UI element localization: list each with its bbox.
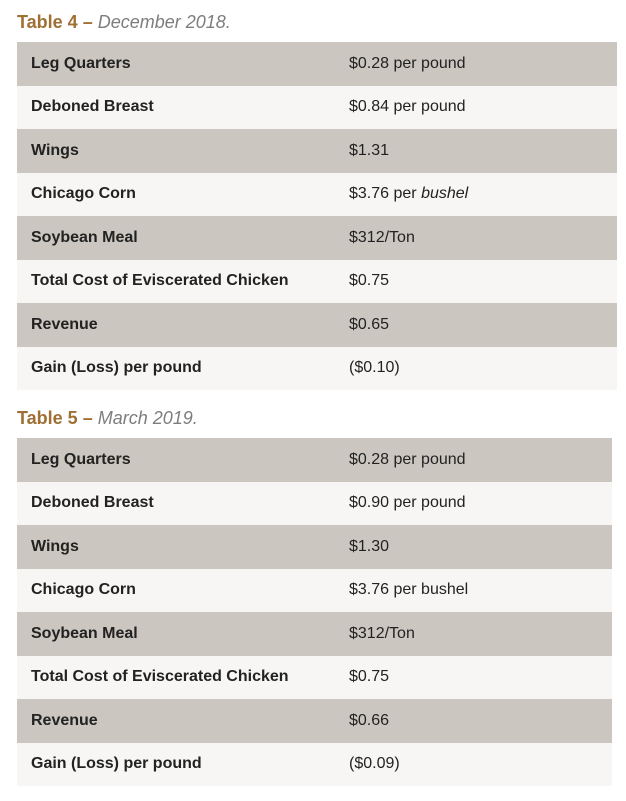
- table-row: Total Cost of Eviscerated Chicken $0.75: [17, 259, 617, 303]
- table-row: Wings $1.31: [17, 129, 617, 173]
- row-value: ($0.09): [349, 755, 400, 773]
- table-5-date: March 2019.: [97, 408, 198, 428]
- row-item: Deboned Breast: [31, 494, 154, 512]
- row-value: $1.30: [349, 537, 390, 555]
- table-row: Leg Quarters $0.28 per pound: [17, 42, 617, 86]
- table-row: Gain (Loss) per pound ($0.10): [17, 346, 617, 390]
- table-row: Gain (Loss) per pound ($0.09): [17, 742, 612, 786]
- row-value: $0.28 per pound: [349, 450, 466, 468]
- table-row: Chicago Corn $3.76 per bushel: [17, 568, 612, 612]
- table-5-dash: –: [77, 408, 98, 428]
- table-4-label: Table 4: [17, 12, 78, 32]
- table-row: Soybean Meal $312/Ton: [17, 216, 617, 260]
- table-row: Revenue $0.66: [17, 699, 612, 743]
- row-item: Gain (Loss) per pound: [31, 755, 202, 773]
- row-value: $0.66: [349, 711, 390, 729]
- table-row: Wings $1.30: [17, 525, 612, 569]
- row-value: ($0.10): [349, 359, 400, 377]
- row-value: $0.75: [349, 272, 390, 290]
- table-4-title: Table 4 – December 2018.: [17, 11, 231, 33]
- row-value: $0.90 per pound: [349, 494, 466, 512]
- row-item: Deboned Breast: [31, 98, 154, 116]
- row-value: $3.76 per bushel: [349, 185, 617, 203]
- row-item: Total Cost of Eviscerated Chicken: [31, 668, 289, 686]
- table-4: Leg Quarters $0.28 per pound Deboned Bre…: [17, 42, 617, 390]
- table-row: Chicago Corn $3.76 per bushel: [17, 172, 617, 216]
- row-value: $0.65: [349, 315, 390, 333]
- row-item: Leg Quarters: [31, 54, 131, 72]
- row-value: $0.84 per pound: [349, 98, 466, 116]
- table-row: Total Cost of Eviscerated Chicken $0.75: [17, 655, 612, 699]
- row-item: Chicago Corn: [31, 185, 136, 203]
- row-value: $0.75: [349, 668, 390, 686]
- table-row: Leg Quarters $0.28 per pound: [17, 438, 612, 482]
- table-4-date: December 2018.: [97, 12, 231, 32]
- row-item: Wings: [31, 537, 79, 555]
- row-item: Total Cost of Eviscerated Chicken: [31, 272, 289, 290]
- table-row: Soybean Meal $312/Ton: [17, 612, 612, 656]
- row-value: $312/Ton: [349, 624, 415, 642]
- row-item: Soybean Meal: [31, 228, 138, 246]
- row-item: Revenue: [31, 711, 98, 729]
- table-5: Leg Quarters $0.28 per pound Deboned Bre…: [17, 438, 612, 786]
- row-item: Soybean Meal: [31, 624, 138, 642]
- row-value: $3.76 per bushel: [349, 581, 469, 599]
- row-item: Gain (Loss) per pound: [31, 359, 202, 377]
- table-row: Revenue $0.65: [17, 303, 617, 347]
- row-item: Wings: [31, 141, 79, 159]
- table-5-title: Table 5 – March 2019.: [17, 407, 198, 429]
- row-value: $312/Ton: [349, 228, 415, 246]
- table-4-dash: –: [77, 12, 98, 32]
- row-value: $1.31: [349, 141, 390, 159]
- row-value: $0.28 per pound: [349, 54, 466, 72]
- row-item: Leg Quarters: [31, 450, 131, 468]
- row-item: Chicago Corn: [31, 581, 136, 599]
- row-value-italic: bushel: [421, 185, 469, 203]
- table-5-label: Table 5: [17, 408, 78, 428]
- row-item: Revenue: [31, 315, 98, 333]
- row-value-main: $3.76 per: [349, 185, 422, 203]
- table-row: Deboned Breast $0.90 per pound: [17, 481, 612, 525]
- table-row: Deboned Breast $0.84 per pound: [17, 85, 617, 129]
